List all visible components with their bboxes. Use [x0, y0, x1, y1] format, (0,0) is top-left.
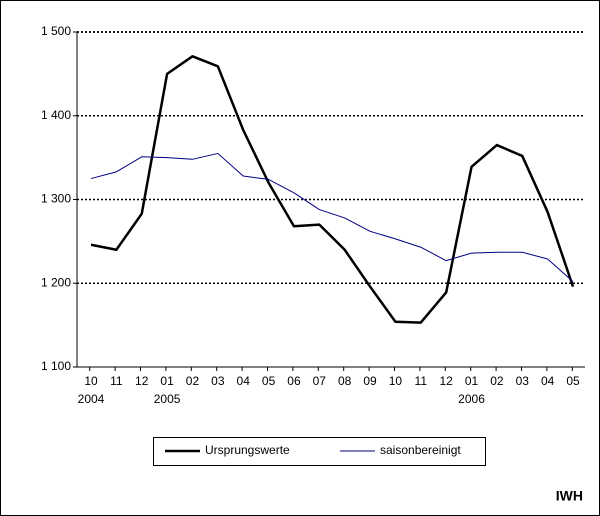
- x-tick-label: 02: [490, 374, 504, 388]
- y-tick-label: 1 200: [41, 275, 71, 289]
- x-tick-label: 02: [186, 374, 200, 388]
- series-line: [90, 152, 574, 282]
- x-tick-label: 01: [465, 374, 479, 388]
- x-tick-label: 03: [516, 374, 530, 388]
- year-label: 2006: [458, 392, 485, 406]
- x-tick-label: 12: [135, 374, 149, 388]
- y-tick-label: 1 100: [41, 359, 71, 373]
- x-tick-label: 08: [338, 374, 352, 388]
- x-tick-label: 05: [566, 374, 580, 388]
- legend-label: saisonbereinigt: [380, 443, 461, 457]
- x-tick-label: 07: [313, 374, 327, 388]
- year-label: 2005: [154, 392, 181, 406]
- x-tick-label: 05: [262, 374, 276, 388]
- legend-box: [153, 437, 486, 466]
- x-tick-label: 01: [160, 374, 174, 388]
- x-tick-label: 11: [110, 374, 123, 388]
- x-tick-label: 10: [84, 374, 98, 388]
- x-tick-label: 10: [389, 374, 403, 388]
- legend-label: Ursprungswerte: [205, 443, 290, 457]
- x-tick-label: 09: [363, 374, 377, 388]
- year-label: 2004: [78, 392, 105, 406]
- x-tick-label: 12: [439, 374, 453, 388]
- x-tick-label: 04: [541, 374, 555, 388]
- source: IWH: [556, 488, 583, 504]
- series-line: [90, 55, 575, 324]
- y-tick-label: 1 300: [41, 192, 71, 206]
- x-tick-label: 03: [211, 374, 225, 388]
- x-tick-label: 11: [415, 374, 428, 388]
- x-tick-label: 06: [287, 374, 301, 388]
- x-tick-label: 04: [237, 374, 251, 388]
- y-tick-label: 1 400: [41, 108, 71, 122]
- y-tick-label: 1 500: [41, 24, 71, 38]
